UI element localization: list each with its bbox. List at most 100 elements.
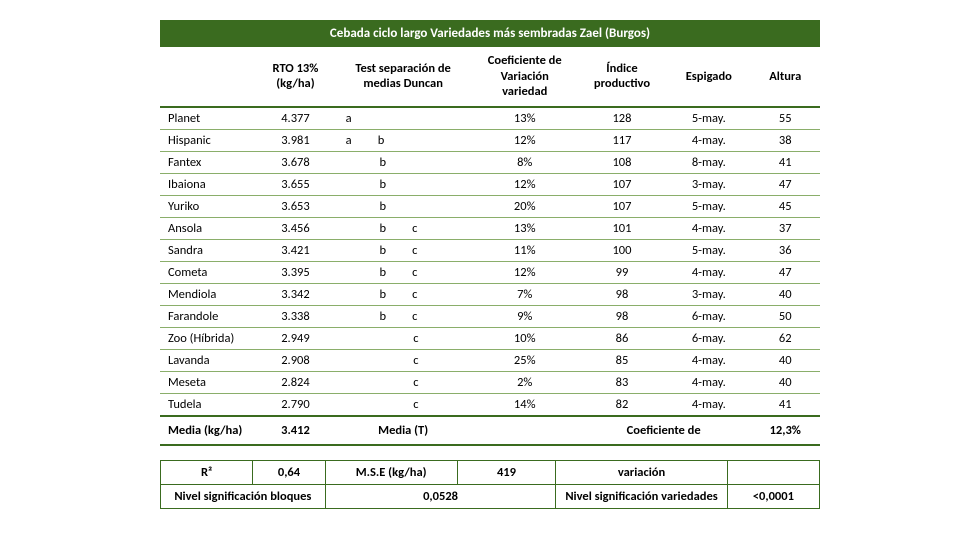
stats-mse-label: M.S.E (kg/ha): [325, 460, 457, 484]
table-row: Zoo (Híbrida)2.949 c10%866-may.62: [160, 327, 820, 349]
cell-altura: 41: [750, 393, 820, 416]
cell-rto: 3.342: [257, 283, 333, 305]
cell-altura: 62: [750, 327, 820, 349]
stats-row-2: Nivel significación bloques 0,0528 Nivel…: [161, 484, 820, 508]
cell-cv: 13%: [473, 217, 577, 239]
cell-cv: 2%: [473, 371, 577, 393]
table-row: Farandole3.338 b c9%986-may.50: [160, 305, 820, 327]
cell-duncan: b: [334, 173, 473, 195]
cell-duncan: b c: [334, 239, 473, 261]
summary-media-label: Media (kg/ha): [160, 416, 257, 445]
cell-cv: 10%: [473, 327, 577, 349]
cell-duncan: b: [334, 151, 473, 173]
header-altura: Altura: [750, 47, 820, 107]
cell-espigado: 5-may.: [667, 107, 750, 130]
summary-coef-value: 12,3%: [750, 416, 820, 445]
cell-cv: 11%: [473, 239, 577, 261]
variety-name: Tudela: [160, 393, 257, 416]
cell-cv: 13%: [473, 107, 577, 130]
cell-rto: 3.678: [257, 151, 333, 173]
cell-altura: 50: [750, 305, 820, 327]
cell-cv: 20%: [473, 195, 577, 217]
cell-rto: 2.908: [257, 349, 333, 371]
cell-cv: 12%: [473, 129, 577, 151]
cell-indice: 128: [577, 107, 667, 130]
cell-altura: 40: [750, 371, 820, 393]
variety-name: Hispanic: [160, 129, 257, 151]
table-row: Ibaiona3.655 b12%1073-may.47: [160, 173, 820, 195]
table-row: Mendiola3.342 b c7%983-may.40: [160, 283, 820, 305]
cell-espigado: 3-may.: [667, 283, 750, 305]
cell-espigado: 5-may.: [667, 239, 750, 261]
header-rto: RTO 13% (kg/ha): [257, 47, 333, 107]
cell-espigado: 8-may.: [667, 151, 750, 173]
table-row: Yuriko3.653 b20%1075-may.45: [160, 195, 820, 217]
cell-espigado: 6-may.: [667, 327, 750, 349]
cell-cv: 9%: [473, 305, 577, 327]
table-row: Lavanda2.908 c25%854-may.40: [160, 349, 820, 371]
cell-cv: 14%: [473, 393, 577, 416]
cell-duncan: b c: [334, 305, 473, 327]
cell-indice: 86: [577, 327, 667, 349]
table-row: Fantex3.678 b8%1088-may.41: [160, 151, 820, 173]
summary-media-value: 3.412: [257, 416, 333, 445]
cell-rto: 3.655: [257, 173, 333, 195]
cell-rto: 3.981: [257, 129, 333, 151]
variety-name: Zoo (Híbrida): [160, 327, 257, 349]
cell-altura: 47: [750, 261, 820, 283]
stats-sigv-value: <0,0001: [727, 484, 819, 508]
table-row: Ansola3.456 b c13%1014-may.37: [160, 217, 820, 239]
cell-altura: 37: [750, 217, 820, 239]
stats-row-1: R² 0,64 M.S.E (kg/ha) 419 variación: [161, 460, 820, 484]
cell-indice: 107: [577, 195, 667, 217]
table-row: Meseta2.824 c2%834-may.40: [160, 371, 820, 393]
variety-name: Ansola: [160, 217, 257, 239]
cell-duncan: c: [334, 327, 473, 349]
cell-indice: 98: [577, 283, 667, 305]
cell-altura: 47: [750, 173, 820, 195]
summary-media-t: Media (T): [334, 416, 473, 445]
cell-indice: 100: [577, 239, 667, 261]
stats-table: R² 0,64 M.S.E (kg/ha) 419 variación Nive…: [160, 460, 820, 509]
cell-rto: 3.395: [257, 261, 333, 283]
cell-rto: 2.790: [257, 393, 333, 416]
header-espigado: Espigado: [667, 47, 750, 107]
cell-indice: 82: [577, 393, 667, 416]
header-cv: Coeficiente de Variación variedad: [473, 47, 577, 107]
variety-name: Fantex: [160, 151, 257, 173]
table-row: Cometa3.395 b c12%994-may.47: [160, 261, 820, 283]
table-title: Cebada ciclo largo Variedades más sembra…: [160, 20, 820, 47]
cell-duncan: c: [334, 349, 473, 371]
table-row: Sandra3.421 b c11%1005-may.36: [160, 239, 820, 261]
stats-r2-value: 0,64: [253, 460, 325, 484]
table-row: Hispanic3.981a b12%1174-may.38: [160, 129, 820, 151]
cell-duncan: b c: [334, 283, 473, 305]
cell-espigado: 3-may.: [667, 173, 750, 195]
cell-duncan: c: [334, 371, 473, 393]
summary-blank1: [473, 416, 577, 445]
variety-name: Sandra: [160, 239, 257, 261]
cell-rto: 3.421: [257, 239, 333, 261]
cell-cv: 12%: [473, 261, 577, 283]
cell-indice: 107: [577, 173, 667, 195]
cell-duncan: b c: [334, 261, 473, 283]
variety-name: Cometa: [160, 261, 257, 283]
summary-coef-label: Coeficiente de: [577, 416, 751, 445]
variety-name: Planet: [160, 107, 257, 130]
cell-cv: 8%: [473, 151, 577, 173]
stats-sigv-label: Nivel significación variedades: [556, 484, 727, 508]
cell-rto: 3.653: [257, 195, 333, 217]
cell-indice: 83: [577, 371, 667, 393]
summary-row: Media (kg/ha) 3.412 Media (T) Coeficient…: [160, 416, 820, 445]
cell-indice: 117: [577, 129, 667, 151]
variety-name: Mendiola: [160, 283, 257, 305]
cell-indice: 101: [577, 217, 667, 239]
cell-espigado: 5-may.: [667, 195, 750, 217]
stats-sigb-label: Nivel significación bloques: [161, 484, 326, 508]
cell-espigado: 4-may.: [667, 261, 750, 283]
cell-duncan: b: [334, 195, 473, 217]
cell-indice: 98: [577, 305, 667, 327]
variety-name: Farandole: [160, 305, 257, 327]
header-duncan: Test separación de medias Duncan: [334, 47, 473, 107]
cell-altura: 38: [750, 129, 820, 151]
